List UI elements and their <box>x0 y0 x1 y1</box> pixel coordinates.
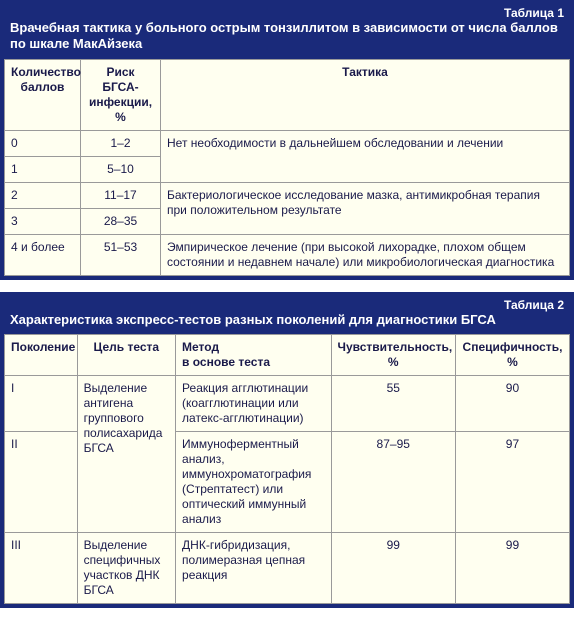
cell-score: 2 <box>5 182 81 208</box>
table-1: Количество баллов Риск БГСА-инфекции, % … <box>4 59 570 276</box>
cell-score: 0 <box>5 130 81 156</box>
table-2-label: Таблица 2 <box>4 296 570 312</box>
cell-risk: 11–17 <box>81 182 161 208</box>
cell-risk: 1–2 <box>81 130 161 156</box>
table-2-title: Характеристика экспресс-тестов разных по… <box>4 312 570 334</box>
cell-score: 1 <box>5 156 81 182</box>
cell-target: Выделение антигена группового полисахари… <box>77 375 175 532</box>
cell-spec: 97 <box>455 431 569 532</box>
table-1-label: Таблица 1 <box>4 4 570 20</box>
col-header-gen: Поколение <box>5 334 78 375</box>
cell-tactic: Нет необходимости в дальнейшем обследова… <box>161 130 570 182</box>
col-header-target: Цель теста <box>77 334 175 375</box>
table-row: I Выделение антигена группового полисаха… <box>5 375 570 431</box>
table-row: 0 1–2 Нет необходимости в дальнейшем обс… <box>5 130 570 156</box>
cell-score: 4 и более <box>5 234 81 275</box>
cell-sens: 87–95 <box>331 431 455 532</box>
cell-score: 3 <box>5 208 81 234</box>
cell-risk: 51–53 <box>81 234 161 275</box>
col-header-risk: Риск БГСА-инфекции, % <box>81 59 161 130</box>
col-header-score: Количество баллов <box>5 59 81 130</box>
col-header-method-l1: Метод <box>182 340 219 354</box>
cell-spec: 90 <box>455 375 569 431</box>
table-2-block: Таблица 2 Характеристика экспресс-тестов… <box>0 292 574 608</box>
col-header-sens: Чувствительность, % <box>331 334 455 375</box>
table-row: 4 и более 51–53 Эмпирическое лечение (пр… <box>5 234 570 275</box>
cell-method: Иммуноферментный анализ, иммунохроматогр… <box>176 431 332 532</box>
cell-sens: 55 <box>331 375 455 431</box>
table-row: 2 11–17 Бактериологическое исследование … <box>5 182 570 208</box>
col-header-spec: Специфичность, % <box>455 334 569 375</box>
cell-method: Реакция агглютинации (коагглютинации или… <box>176 375 332 431</box>
cell-risk: 5–10 <box>81 156 161 182</box>
table-1-title: Врачебная тактика у больного острым тонз… <box>4 20 570 59</box>
col-header-method: Метод в основе теста <box>176 334 332 375</box>
table-2: Поколение Цель теста Метод в основе тест… <box>4 334 570 604</box>
cell-tactic: Эмпирическое лечение (при высокой лихора… <box>161 234 570 275</box>
table-row: Количество баллов Риск БГСА-инфекции, % … <box>5 59 570 130</box>
table-row: Поколение Цель теста Метод в основе тест… <box>5 334 570 375</box>
cell-risk: 28–35 <box>81 208 161 234</box>
cell-tactic: Бактериологическое исследование мазка, а… <box>161 182 570 234</box>
cell-gen: II <box>5 431 78 532</box>
col-header-tactic: Тактика <box>161 59 570 130</box>
col-header-method-l2: в основе теста <box>182 355 270 369</box>
table-1-block: Таблица 1 Врачебная тактика у больного о… <box>0 0 574 280</box>
cell-gen: I <box>5 375 78 431</box>
